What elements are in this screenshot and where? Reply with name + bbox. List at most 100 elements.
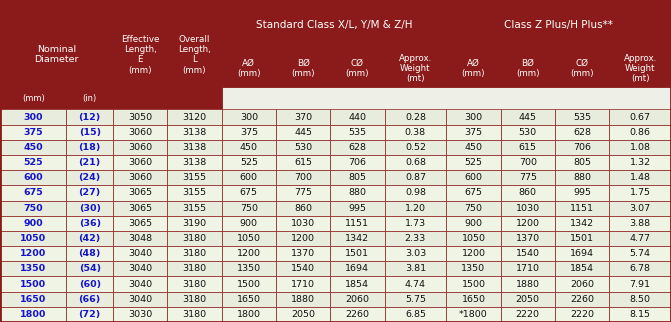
Text: 775: 775 [294, 188, 312, 197]
Bar [113, 170, 167, 185]
Bar [446, 109, 501, 125]
Bar [221, 246, 276, 261]
Text: 3050: 3050 [128, 113, 152, 122]
Bar [446, 155, 501, 170]
Text: 3155: 3155 [183, 204, 207, 213]
Text: BØ
(mm): BØ (mm) [291, 59, 315, 78]
Bar [555, 170, 609, 185]
Bar [446, 216, 501, 231]
Bar [330, 109, 384, 125]
Bar [446, 185, 501, 201]
Bar [167, 246, 221, 261]
Bar [0, 201, 66, 216]
Text: 1350: 1350 [462, 264, 486, 273]
Text: (mm): (mm) [21, 94, 44, 103]
Text: 1854: 1854 [570, 264, 594, 273]
Text: 1151: 1151 [570, 204, 594, 213]
Text: 3060: 3060 [128, 143, 152, 152]
Bar [555, 261, 609, 277]
Bar [276, 231, 330, 246]
Bar [0, 125, 66, 140]
Bar [167, 109, 221, 125]
Bar [276, 170, 330, 185]
Bar [113, 231, 167, 246]
Text: 4.74: 4.74 [405, 279, 426, 289]
Bar [276, 155, 330, 170]
Text: 445: 445 [519, 113, 537, 122]
Bar [66, 201, 113, 216]
Bar [276, 201, 330, 216]
Text: 1880: 1880 [291, 295, 315, 304]
Text: 880: 880 [573, 173, 591, 182]
Bar [609, 246, 671, 261]
Text: 995: 995 [573, 188, 591, 197]
Bar [384, 307, 446, 322]
Text: (21): (21) [79, 158, 101, 167]
Text: 1050: 1050 [20, 234, 46, 243]
Text: Overall
Length,
L
(mm): Overall Length, L (mm) [178, 35, 211, 75]
Text: 1854: 1854 [346, 279, 369, 289]
Text: 2050: 2050 [516, 295, 539, 304]
Bar [167, 277, 221, 292]
Bar [221, 201, 276, 216]
Bar [276, 307, 330, 322]
Text: 3060: 3060 [128, 128, 152, 137]
Text: 2260: 2260 [570, 295, 594, 304]
Text: 900: 900 [464, 219, 482, 228]
Text: 1050: 1050 [462, 234, 486, 243]
Text: 3065: 3065 [128, 204, 152, 213]
Bar [501, 125, 555, 140]
Text: 1200: 1200 [237, 249, 261, 258]
Bar [330, 170, 384, 185]
Text: 3138: 3138 [183, 158, 207, 167]
Bar [276, 261, 330, 277]
Text: 2.33: 2.33 [405, 234, 426, 243]
Text: 300: 300 [23, 113, 43, 122]
Text: Approx.
Weight
(mt): Approx. Weight (mt) [399, 53, 432, 83]
Bar [221, 261, 276, 277]
Bar [66, 185, 113, 201]
Bar [501, 170, 555, 185]
Bar [66, 125, 113, 140]
Text: 3060: 3060 [128, 158, 152, 167]
Bar [501, 261, 555, 277]
Bar [167, 155, 221, 170]
Bar [0, 109, 66, 125]
Text: 1650: 1650 [237, 295, 261, 304]
Bar [384, 246, 446, 261]
Bar [276, 185, 330, 201]
Text: 0.28: 0.28 [405, 113, 426, 122]
Bar [0, 140, 66, 155]
Bar [609, 185, 671, 201]
Text: 8.15: 8.15 [629, 310, 651, 319]
Bar [167, 201, 221, 216]
Bar [384, 50, 446, 87]
Text: 1350: 1350 [20, 264, 46, 273]
Text: 535: 535 [348, 128, 366, 137]
Text: 1370: 1370 [291, 249, 315, 258]
Bar [555, 231, 609, 246]
Bar [113, 109, 167, 125]
Text: 3180: 3180 [183, 234, 207, 243]
Text: 900: 900 [240, 219, 258, 228]
Bar [446, 246, 501, 261]
Text: 6.85: 6.85 [405, 310, 426, 319]
Text: (24): (24) [79, 173, 101, 182]
Bar [330, 231, 384, 246]
Text: 750: 750 [464, 204, 482, 213]
Bar [221, 170, 276, 185]
Text: 805: 805 [348, 173, 366, 182]
Text: 1500: 1500 [462, 279, 486, 289]
Text: 5.74: 5.74 [629, 249, 651, 258]
Bar [0, 216, 66, 231]
Bar [66, 292, 113, 307]
Bar [384, 155, 446, 170]
Bar [330, 201, 384, 216]
Bar [0, 0, 113, 109]
Text: 750: 750 [23, 204, 43, 213]
Text: 0.98: 0.98 [405, 188, 426, 197]
Bar [384, 109, 446, 125]
Bar [609, 125, 671, 140]
Bar [609, 50, 671, 87]
Bar [0, 307, 66, 322]
